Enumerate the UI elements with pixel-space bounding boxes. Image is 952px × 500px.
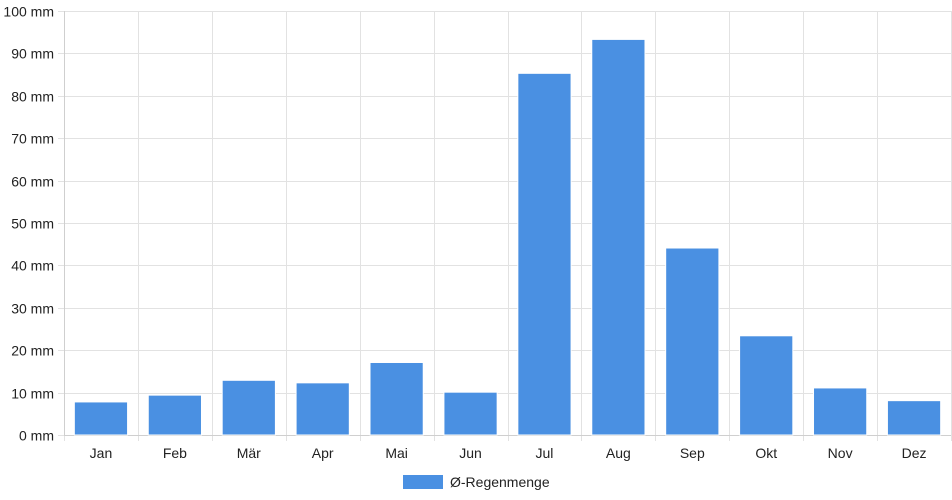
grid (58, 11, 952, 441)
y-tick-label: 60 mm (11, 174, 54, 190)
bar-okt[interactable] (739, 335, 794, 436)
bar-mai[interactable] (369, 361, 424, 436)
bar-jan[interactable] (73, 401, 129, 436)
bar-aug[interactable] (591, 38, 646, 436)
bar-mär[interactable] (221, 379, 276, 436)
bars (73, 38, 942, 436)
bar-jun[interactable] (443, 391, 498, 436)
y-tick-label: 90 mm (11, 46, 54, 62)
legend-label: Ø-Regenmenge (450, 474, 550, 490)
x-tick-label: Sep (680, 445, 705, 461)
x-tick-label: Okt (755, 445, 777, 461)
y-tick-label: 80 mm (11, 89, 54, 105)
x-tick-label: Jan (90, 445, 113, 461)
y-tick-label: 10 mm (11, 386, 54, 402)
y-tick-label: 20 mm (11, 343, 54, 359)
y-tick-label: 50 mm (11, 216, 54, 232)
x-axis-tick-labels: Jan Feb Mär Apr Mai Jun Jul Aug Sep Okt Nov Dez (90, 445, 927, 461)
y-tick-label: 70 mm (11, 131, 54, 147)
y-tick-label: 30 mm (11, 301, 54, 317)
bar-jul[interactable] (517, 72, 572, 436)
bar-apr[interactable] (295, 382, 350, 436)
bar-feb[interactable] (147, 394, 202, 436)
y-tick-label: 40 mm (11, 258, 54, 274)
x-tick-label: Feb (163, 445, 187, 461)
x-tick-label: Mai (385, 445, 408, 461)
y-axis-tick-labels: 0 mm 10 mm 20 mm 30 mm 40 mm 50 mm 60 mm 70 mm 8… (3, 4, 54, 444)
y-tick-label: 100 mm (3, 4, 54, 20)
y-tick-label: 0 mm (19, 428, 54, 444)
bar-sep[interactable] (665, 247, 720, 436)
x-tick-label: Aug (606, 445, 631, 461)
legend[interactable]: Ø-Regenmenge (403, 474, 550, 490)
x-tick-label: Nov (828, 445, 853, 461)
x-tick-label: Jun (459, 445, 482, 461)
bar-dez[interactable] (886, 400, 942, 436)
x-tick-label: Mär (237, 445, 261, 461)
x-tick-label: Apr (312, 445, 334, 461)
x-tick-label: Jul (536, 445, 554, 461)
bar-nov[interactable] (813, 387, 868, 436)
legend-swatch (403, 475, 443, 489)
x-tick-label: Dez (902, 445, 927, 461)
